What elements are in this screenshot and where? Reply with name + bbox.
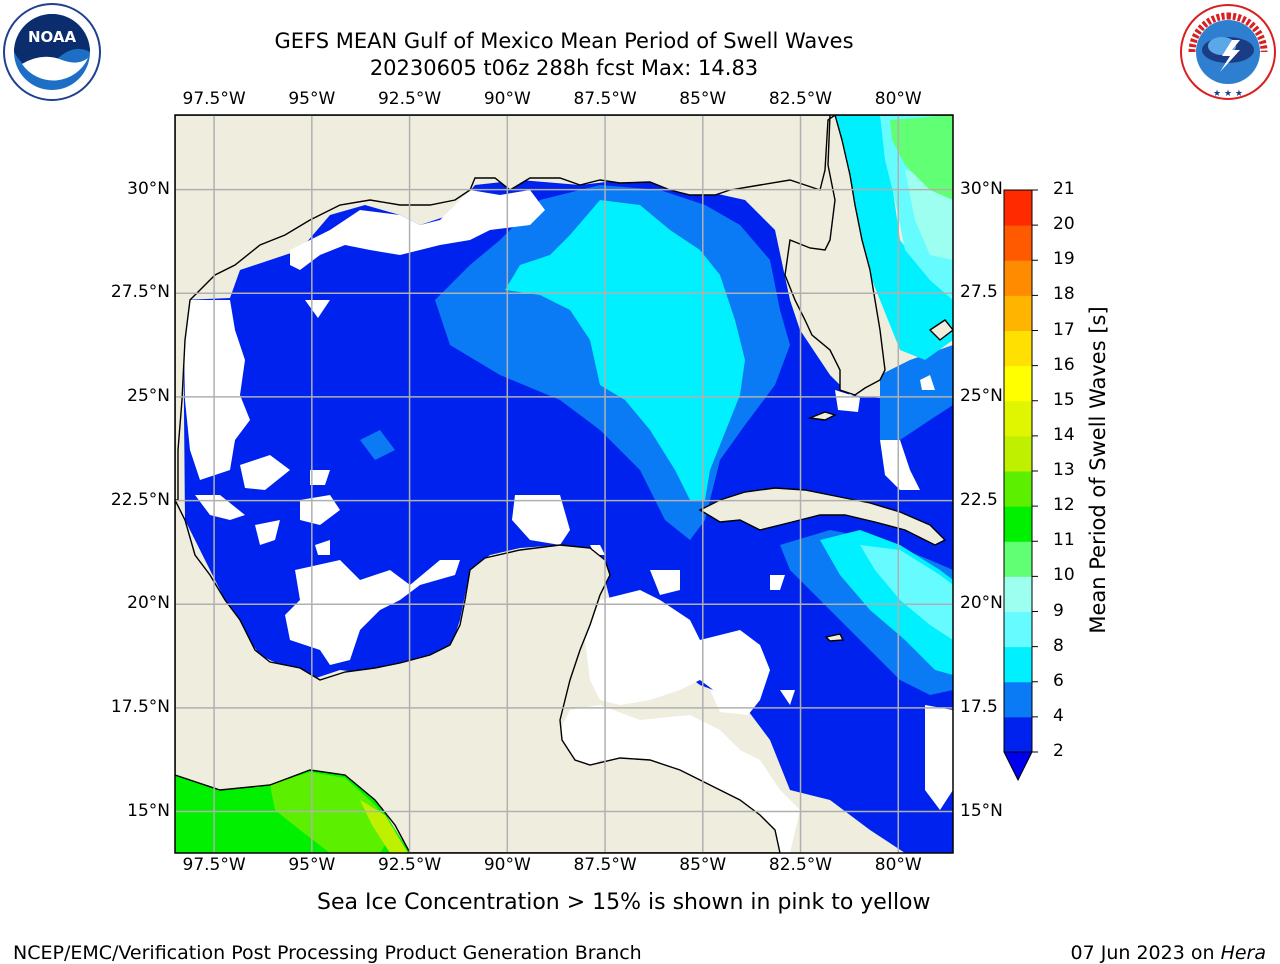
colorbar-segment-5 xyxy=(1004,541,1032,577)
colorbar-label-7: 12 xyxy=(1053,495,1075,516)
colorbar-segment-4 xyxy=(1004,576,1032,612)
lon-tick-top-3: 90°W xyxy=(483,89,531,109)
lat-tick-right-0: 30°N xyxy=(960,178,1003,199)
florida-keys xyxy=(807,411,837,421)
noaa-logo: NOAA xyxy=(3,3,101,101)
pacific-field-yellowgreen xyxy=(270,772,395,853)
colorbar-label-4: 9 xyxy=(1053,600,1064,621)
colorbar-label-14: 19 xyxy=(1053,249,1075,270)
lon-tick-bottom-7: 80°W xyxy=(874,855,922,875)
colorbar-segment-0 xyxy=(1004,716,1032,753)
jamaica-land xyxy=(824,633,845,642)
lat-tick-left-0: 30°N xyxy=(127,178,170,199)
colorbar-segment-14 xyxy=(1004,225,1032,261)
colorbar-label-6: 11 xyxy=(1053,530,1075,551)
mexico-land xyxy=(175,499,781,853)
colorbar-segment-15 xyxy=(1004,190,1032,226)
colorbar xyxy=(1003,189,1038,782)
colorbar-segment-3 xyxy=(1004,611,1032,648)
lon-tick-bottom-6: 82.5°W xyxy=(768,855,833,875)
colorbar-label-3: 8 xyxy=(1053,635,1064,656)
band-6-8s-atlantic xyxy=(835,115,953,360)
coastlines xyxy=(175,115,953,853)
band-8-9s-caribbean xyxy=(860,545,953,640)
colorbar-label-5: 10 xyxy=(1053,565,1075,586)
colorbar-label-2: 6 xyxy=(1053,670,1064,691)
lat-tick-left-4: 20°N xyxy=(127,593,170,614)
us-land xyxy=(175,115,953,501)
lon-tick-bottom-2: 92.5°W xyxy=(377,855,442,875)
colorbar-label-1: 4 xyxy=(1053,705,1064,726)
colorbar-label-13: 18 xyxy=(1053,284,1075,305)
lat-tick-right-3: 22.5 xyxy=(960,489,998,510)
colorbar-segment-2 xyxy=(1004,646,1032,683)
colorbar-segment-7 xyxy=(1004,471,1032,507)
lat-tick-right-1: 27.5 xyxy=(960,282,998,303)
svg-text:★ ★ ★: ★ ★ ★ xyxy=(1213,89,1243,99)
lat-tick-right-2: 25°N xyxy=(960,385,1003,406)
nws-logo: ★ ★ ★ xyxy=(1180,4,1276,100)
lon-tick-top-5: 85°W xyxy=(679,89,727,109)
map-subtitle: 20230605 t06z 288h fcst Max: 14.83 xyxy=(369,56,759,80)
lon-tick-top-6: 82.5°W xyxy=(768,89,833,109)
band-6-8s xyxy=(505,200,745,500)
gridlines xyxy=(175,115,953,853)
colorbar-label-10: 15 xyxy=(1053,389,1075,410)
lat-tick-right-4: 20°N xyxy=(960,593,1003,614)
lon-tick-top-0: 97.5°W xyxy=(182,89,246,109)
footer-machine: Hera xyxy=(1220,942,1266,964)
colorbar-label-9: 14 xyxy=(1053,424,1075,445)
band-10-11s-atlantic xyxy=(890,115,953,200)
colorbar-segment-8 xyxy=(1004,435,1032,472)
lon-tick-top-1: 95°W xyxy=(288,89,336,109)
lat-tick-left-1: 27.5°N xyxy=(110,282,170,303)
colorbar-segment-11 xyxy=(1004,330,1032,367)
lat-tick-left-3: 22.5°N xyxy=(110,489,170,510)
lon-tick-bottom-4: 87.5°W xyxy=(573,855,637,875)
lon-tick-bottom-1: 95°W xyxy=(288,855,336,875)
colorbar-label-11: 16 xyxy=(1053,354,1075,375)
footer-date-text: 07 Jun 2023 on xyxy=(1070,942,1221,964)
lon-tick-top-2: 92.5°W xyxy=(377,89,442,109)
colorbar-segment-12 xyxy=(1004,295,1032,331)
lon-tick-bottom-0: 97.5°W xyxy=(182,855,246,875)
map-frame xyxy=(174,114,954,854)
band-4-6s-small xyxy=(360,430,395,460)
bahamas-land xyxy=(928,319,953,341)
lat-tick-left-5: 17.5°N xyxy=(110,696,170,717)
lat-tick-left-2: 25°N xyxy=(127,385,170,406)
colorbar-segment-9 xyxy=(1004,400,1032,437)
colorbar-label-8: 13 xyxy=(1053,460,1075,480)
lon-tick-bottom-5: 85°W xyxy=(679,855,727,875)
footer-branch: NCEP/EMC/Verification Post Processing Pr… xyxy=(13,942,642,964)
colorbar-title: Mean Period of Swell Waves [s] xyxy=(1086,306,1110,634)
map-panel xyxy=(175,115,953,853)
colorbar-extend-min xyxy=(1003,751,1033,782)
colorbar-label-0: 2 xyxy=(1053,741,1064,761)
cuba-land xyxy=(698,487,947,546)
colorbar-label-12: 17 xyxy=(1053,319,1075,340)
sea-ice-caption: Sea Ice Concentration > 15% is shown in … xyxy=(317,890,931,915)
colorbar-segment-10 xyxy=(1004,365,1032,402)
lat-tick-left-6: 15°N xyxy=(127,800,170,821)
lat-tick-right-5: 17.5 xyxy=(960,696,998,717)
noaa-logo-text: NOAA xyxy=(28,28,77,46)
map-title: GEFS MEAN Gulf of Mexico Mean Period of … xyxy=(274,29,854,53)
colorbar-segment-6 xyxy=(1004,506,1032,542)
no-data-patches xyxy=(183,190,953,853)
pacific-field-lime xyxy=(360,800,408,853)
lat-tick-right-6: 15°N xyxy=(960,800,1003,821)
lon-tick-top-4: 87.5°W xyxy=(573,89,637,109)
colorbar-label-15: 20 xyxy=(1053,214,1075,235)
lon-tick-top-7: 80°W xyxy=(874,89,922,109)
colorbar-label-16: 21 xyxy=(1053,179,1075,199)
lon-tick-bottom-3: 90°W xyxy=(483,855,531,875)
colorbar-segment-1 xyxy=(1004,681,1032,718)
footer-date: 07 Jun 2023 on Hera xyxy=(1071,942,1266,964)
colorbar-segment-13 xyxy=(1004,260,1032,296)
